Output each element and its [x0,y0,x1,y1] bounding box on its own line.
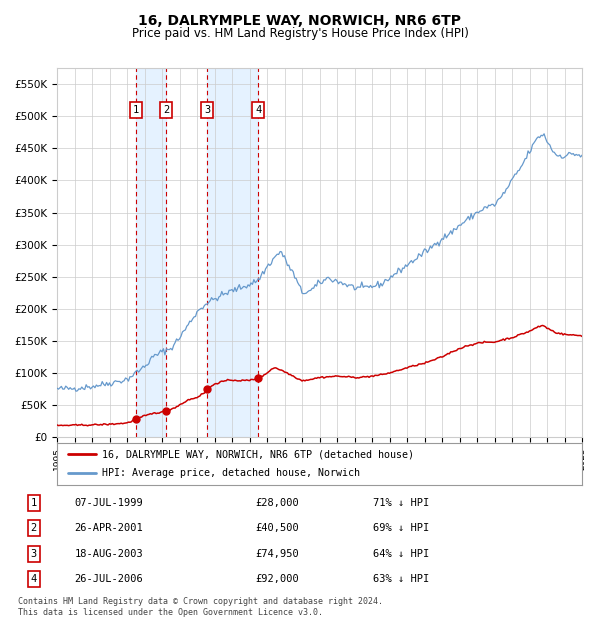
Text: 2: 2 [31,523,37,533]
Text: 2: 2 [163,105,170,115]
Text: 1: 1 [133,105,139,115]
Text: £40,500: £40,500 [255,523,299,533]
Text: 69% ↓ HPI: 69% ↓ HPI [373,523,430,533]
Text: Contains HM Land Registry data © Crown copyright and database right 2024.
This d: Contains HM Land Registry data © Crown c… [18,598,383,617]
Text: 64% ↓ HPI: 64% ↓ HPI [373,549,430,559]
Text: 4: 4 [255,105,262,115]
Text: 1: 1 [31,498,37,508]
Text: 3: 3 [31,549,37,559]
Text: HPI: Average price, detached house, Norwich: HPI: Average price, detached house, Norw… [101,469,359,479]
Text: £92,000: £92,000 [255,574,299,584]
Text: 07-JUL-1999: 07-JUL-1999 [74,498,143,508]
Text: 63% ↓ HPI: 63% ↓ HPI [373,574,430,584]
Text: 71% ↓ HPI: 71% ↓ HPI [373,498,430,508]
Text: 18-AUG-2003: 18-AUG-2003 [74,549,143,559]
Text: 16, DALRYMPLE WAY, NORWICH, NR6 6TP: 16, DALRYMPLE WAY, NORWICH, NR6 6TP [139,14,461,28]
Text: 3: 3 [204,105,211,115]
Text: £74,950: £74,950 [255,549,299,559]
Text: 26-APR-2001: 26-APR-2001 [74,523,143,533]
Bar [207,68,258,437]
Text: 16, DALRYMPLE WAY, NORWICH, NR6 6TP (detached house): 16, DALRYMPLE WAY, NORWICH, NR6 6TP (det… [101,449,413,459]
Text: £28,000: £28,000 [255,498,299,508]
Text: 26-JUL-2006: 26-JUL-2006 [74,574,143,584]
Text: 4: 4 [31,574,37,584]
Text: Price paid vs. HM Land Registry's House Price Index (HPI): Price paid vs. HM Land Registry's House … [131,27,469,40]
Bar [136,68,166,437]
